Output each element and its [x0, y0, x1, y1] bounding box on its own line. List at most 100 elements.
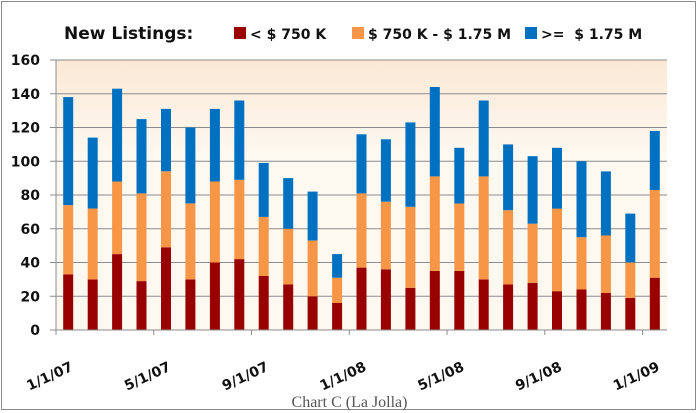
y-tick-label: 20: [21, 289, 41, 305]
y-tick-label: 80: [21, 188, 41, 204]
bar-segment-750k-1-75m: [185, 203, 196, 280]
y-tick-label: 60: [21, 222, 41, 238]
bar-segment-under-750k: [527, 282, 538, 331]
bar-segment-over-1-75m: [234, 100, 245, 180]
bar-segment-under-750k: [136, 281, 147, 330]
bar-segment-750k-1-75m: [332, 277, 343, 303]
bar-segment-750k-1-75m: [112, 181, 123, 255]
bar-segment-750k-1-75m: [600, 235, 611, 293]
x-tick-label: 1/1/08: [318, 359, 369, 394]
x-axis-ticks: 1/1/07 5/1/07 9/1/07 1/1/08 5/1/08 9/1/08 1/1/…: [24, 330, 662, 394]
bar-segment-over-1-75m: [649, 130, 660, 190]
x-tick-label: 1/1/07: [24, 359, 75, 394]
bar-segment-750k-1-75m: [307, 240, 318, 297]
bar-segment-under-750k: [356, 267, 367, 330]
chart-caption: Chart C (La Jolla): [291, 394, 408, 411]
bar-segment-over-1-75m: [600, 171, 611, 236]
bar-segment-over-1-75m: [87, 137, 98, 209]
bar-segment-750k-1-75m: [136, 193, 147, 282]
bar-segment-under-750k: [258, 276, 269, 330]
bar-segment-under-750k: [649, 277, 660, 330]
bar-segment-750k-1-75m: [527, 223, 538, 283]
y-axis-ticks: 0 20 40 60 80 100 120 140 160: [11, 53, 40, 339]
x-tick-label: 5/1/07: [122, 359, 173, 394]
bar-segment-under-750k: [454, 270, 465, 330]
bar-segment-under-750k: [87, 279, 98, 330]
bar-segment-750k-1-75m: [209, 181, 220, 263]
bar-segment-over-1-75m: [552, 147, 562, 209]
legend: < $ 750 K $ 750 K - $ 1.75 M >= $ 1.75 M: [234, 27, 642, 43]
legend-swatch-under-750k: [234, 27, 246, 39]
x-tick-label: 1/1/09: [611, 359, 662, 394]
bar-segment-over-1-75m: [625, 213, 636, 263]
bar-segment-under-750k: [429, 270, 440, 330]
bar-segment-over-1-75m: [405, 122, 416, 207]
bar-segment-under-750k: [576, 289, 587, 330]
bar-segment-over-1-75m: [283, 178, 294, 229]
bar-segment-over-1-75m: [527, 156, 538, 224]
bar-segment-750k-1-75m: [576, 237, 587, 290]
bar-segment-750k-1-75m: [503, 210, 514, 285]
bar-segment-under-750k: [185, 279, 196, 330]
bar-segment-under-750k: [63, 274, 74, 330]
bar-segment-750k-1-75m: [429, 176, 440, 271]
bar-segment-under-750k: [209, 262, 220, 330]
bar-segment-750k-1-75m: [405, 206, 416, 288]
y-tick-label: 160: [11, 53, 40, 69]
bar-segment-750k-1-75m: [478, 176, 489, 280]
x-tick-label: 5/1/08: [415, 359, 466, 394]
bar-segment-under-750k: [332, 303, 343, 330]
bar-segment-over-1-75m: [185, 127, 196, 204]
bar-segment-under-750k: [234, 259, 245, 330]
y-tick-label: 140: [11, 87, 40, 103]
bar-segment-under-750k: [478, 279, 489, 330]
bar-segment-750k-1-75m: [625, 262, 636, 298]
bar-segment-under-750k: [380, 269, 391, 331]
bar-segment-over-1-75m: [478, 100, 489, 177]
legend-swatch-over-1-75m: [525, 27, 537, 39]
bar-segment-over-1-75m: [503, 144, 514, 211]
bar-segment-over-1-75m: [576, 161, 587, 238]
y-tick-label: 120: [11, 121, 40, 137]
bar-segment-under-750k: [405, 287, 416, 330]
bar-segment-750k-1-75m: [356, 193, 367, 268]
bar-segment-750k-1-75m: [258, 216, 269, 276]
bar-segment-over-1-75m: [258, 162, 269, 217]
bar-segment-under-750k: [283, 284, 294, 330]
bar-segment-under-750k: [625, 297, 636, 330]
y-tick-label: 0: [30, 323, 40, 339]
y-tick-label: 40: [21, 256, 41, 272]
y-tick-label: 100: [11, 154, 40, 170]
bars: [63, 87, 660, 331]
bar-segment-750k-1-75m: [161, 171, 171, 248]
bar-segment-750k-1-75m: [283, 228, 294, 285]
bar-segment-750k-1-75m: [552, 208, 562, 292]
legend-label-over-1-75m: >= $ 1.75 M: [541, 27, 642, 43]
bar-segment-750k-1-75m: [649, 189, 660, 278]
legend-swatch-750k-1-75m: [352, 27, 364, 39]
bar-segment-750k-1-75m: [234, 179, 245, 260]
bar-segment-under-750k: [112, 254, 123, 330]
bar-segment-750k-1-75m: [63, 205, 74, 275]
bar-segment-over-1-75m: [307, 191, 318, 241]
bar-segment-under-750k: [307, 296, 318, 331]
bar-segment-over-1-75m: [356, 134, 367, 194]
bar-segment-750k-1-75m: [380, 201, 391, 270]
bar-segment-over-1-75m: [63, 97, 74, 206]
legend-label-750k-1-75m: $ 750 K - $ 1.75 M: [368, 27, 511, 43]
bar-segment-under-750k: [161, 247, 171, 330]
bar-segment-over-1-75m: [112, 88, 123, 182]
x-tick-label: 9/1/07: [220, 359, 271, 394]
bar-segment-over-1-75m: [380, 139, 391, 202]
bar-segment-over-1-75m: [332, 254, 343, 278]
x-tick-label: 9/1/08: [513, 359, 564, 394]
legend-label-under-750k: < $ 750 K: [250, 27, 327, 43]
bar-segment-under-750k: [503, 284, 514, 330]
bar-segment-750k-1-75m: [454, 203, 465, 271]
bar-segment-over-1-75m: [161, 108, 171, 172]
chart-title: New Listings:: [64, 24, 193, 44]
bar-segment-over-1-75m: [136, 119, 147, 194]
bar-segment-750k-1-75m: [87, 208, 98, 280]
bar-segment-over-1-75m: [209, 108, 220, 182]
